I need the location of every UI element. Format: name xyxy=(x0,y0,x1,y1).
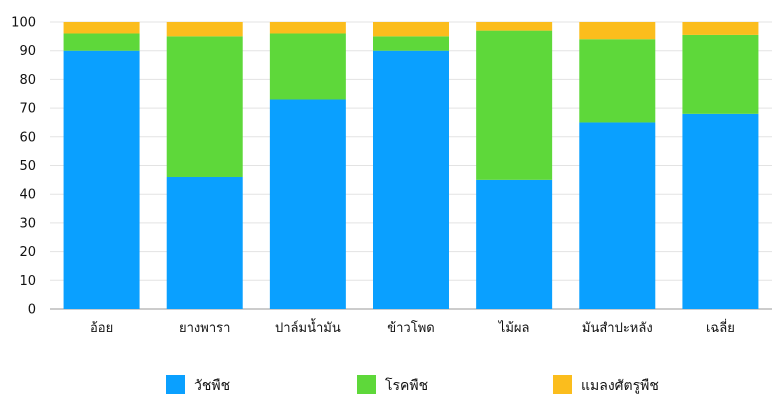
bar-segment xyxy=(373,22,449,37)
x-tick-label: ข้าวโพด xyxy=(387,320,434,336)
bar-segment xyxy=(682,22,759,35)
y-tick-label: 70 xyxy=(19,102,36,117)
bar-segment xyxy=(166,36,243,177)
legend-swatch xyxy=(166,375,185,394)
y-tick-label: 10 xyxy=(19,274,36,289)
bars-layer xyxy=(63,22,759,310)
x-tick-label: ไม้ผล xyxy=(498,320,530,336)
legend-label: แมลงศัตรูพืช xyxy=(581,378,659,394)
legend-swatch xyxy=(553,375,572,394)
bar-segment xyxy=(63,50,140,309)
bar-segment xyxy=(166,22,243,37)
bar-segment xyxy=(476,22,553,31)
y-tick-label: 90 xyxy=(19,44,36,59)
y-tick-label: 40 xyxy=(19,188,36,203)
bar-segment xyxy=(269,99,346,310)
y-tick-label: 30 xyxy=(19,216,36,231)
y-tick-label: 80 xyxy=(19,73,36,88)
bar-segment xyxy=(476,30,553,180)
bar-segment xyxy=(63,33,140,51)
bar-segment xyxy=(579,39,656,123)
y-tick-label: 100 xyxy=(11,16,36,31)
legend: วัชพืช โรคพืช แมลงศัตรูพืช xyxy=(166,375,659,394)
bar-segment xyxy=(682,113,759,309)
bar-segment xyxy=(476,179,553,309)
x-tick-label: อ้อย xyxy=(90,321,113,336)
bar-segment xyxy=(166,176,243,309)
legend-label: วัชพืช xyxy=(194,378,230,394)
bar-segment xyxy=(682,34,759,114)
x-tick-label: ยางพารา xyxy=(179,321,230,336)
x-tick-label: มันสำปะหลัง xyxy=(582,321,653,336)
bar-segment xyxy=(63,22,140,34)
bar-segment xyxy=(373,36,449,51)
y-tick-label: 0 xyxy=(28,303,36,318)
legend-swatch xyxy=(357,375,376,394)
x-tick-label: ปาล์มน้ำมัน xyxy=(275,318,341,336)
y-tick-label: 50 xyxy=(19,159,36,174)
x-tick-label: เฉลี่ย xyxy=(706,319,735,336)
bar-segment xyxy=(269,22,346,34)
legend-label: โรคพืช xyxy=(385,377,428,394)
bar-segment xyxy=(373,50,449,309)
bar-segment xyxy=(579,22,656,40)
y-tick-label: 60 xyxy=(19,130,36,145)
axis-layer: 0 10 20 30 40 50 60 70 80 90 100 อ้อย ยางพารา ปาล์มน้… xyxy=(11,16,735,337)
bar-segment xyxy=(579,122,656,309)
bar-segment xyxy=(269,33,346,100)
y-tick-label: 20 xyxy=(19,245,36,260)
